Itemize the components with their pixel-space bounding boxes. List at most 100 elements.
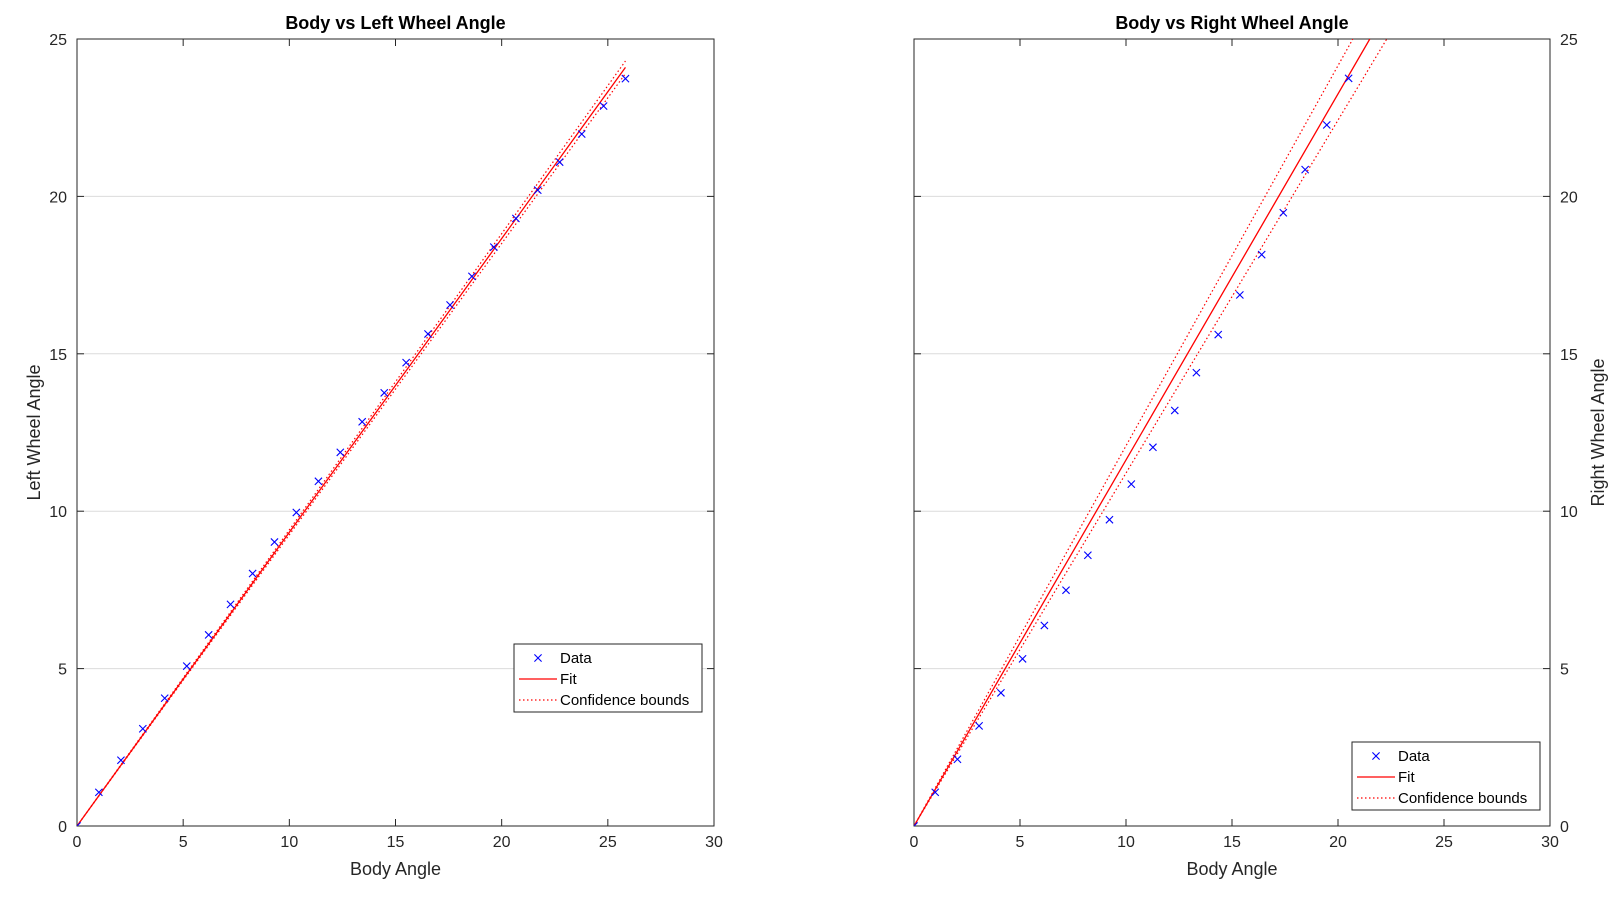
legend-box bbox=[513, 643, 703, 713]
data-point bbox=[555, 158, 564, 167]
x-tick-label: 10 bbox=[1117, 834, 1135, 851]
legend-label: Confidence bounds bbox=[560, 692, 689, 709]
data-point bbox=[1018, 654, 1027, 663]
data-point bbox=[358, 417, 367, 426]
data-point bbox=[380, 388, 389, 397]
data-point bbox=[116, 756, 125, 765]
data-point bbox=[931, 788, 940, 797]
legend-data-marker bbox=[1372, 752, 1380, 760]
chart-title: Body vs Left Wheel Angle bbox=[285, 13, 505, 33]
data-point-stroke bbox=[467, 272, 476, 281]
data-point bbox=[204, 630, 213, 639]
data-point-stroke bbox=[1105, 515, 1114, 524]
data-point-stroke bbox=[1279, 208, 1288, 217]
x-tick-label: 5 bbox=[179, 834, 188, 851]
data-point-stroke bbox=[270, 538, 279, 547]
x-tick-label: 0 bbox=[910, 834, 919, 851]
x-tick-label: 0 bbox=[73, 834, 82, 851]
plot-content bbox=[914, 39, 1388, 826]
axes-box bbox=[76, 38, 715, 827]
data-point-stroke bbox=[555, 158, 564, 167]
legend-data-marker bbox=[534, 654, 542, 662]
data-point-stroke bbox=[116, 756, 125, 765]
data-point-stroke bbox=[204, 630, 213, 639]
data-point bbox=[599, 102, 608, 111]
data-point-stroke bbox=[1170, 406, 1179, 415]
data-point bbox=[511, 214, 520, 223]
data-point-stroke bbox=[1235, 290, 1244, 299]
data-point-stroke bbox=[489, 243, 498, 252]
data-point-stroke bbox=[1322, 120, 1331, 129]
data-point-stroke bbox=[402, 358, 411, 367]
data-point-stroke bbox=[511, 214, 520, 223]
y-tick-label: 5 bbox=[1560, 662, 1569, 679]
y-tick-label: 20 bbox=[1560, 189, 1578, 206]
data-point-stroke bbox=[292, 508, 301, 517]
data-point-stroke bbox=[1040, 621, 1049, 630]
data-point bbox=[1192, 368, 1201, 377]
data-point bbox=[489, 243, 498, 252]
y-tick-label: 20 bbox=[49, 189, 67, 206]
y-tick-label: 10 bbox=[1560, 504, 1578, 521]
y-tick-label: 0 bbox=[1560, 819, 1569, 836]
data-point-stroke bbox=[94, 788, 103, 797]
data-point-stroke bbox=[160, 694, 169, 703]
data-point-stroke bbox=[1148, 443, 1157, 452]
data-point-stroke bbox=[358, 417, 367, 426]
data-point-stroke bbox=[599, 102, 608, 111]
data-point bbox=[1148, 443, 1157, 452]
legend-label: Data bbox=[1398, 748, 1430, 765]
data-point bbox=[1344, 74, 1353, 83]
x-tick-label: 20 bbox=[493, 834, 511, 851]
plot-area bbox=[914, 39, 1550, 826]
data-point bbox=[1083, 551, 1092, 560]
data-point bbox=[1301, 165, 1310, 174]
data-point-stroke bbox=[423, 329, 432, 338]
legend-label: Fit bbox=[1398, 769, 1415, 786]
data-point bbox=[1127, 480, 1136, 489]
legend-box bbox=[1351, 741, 1541, 811]
data-point-stroke bbox=[77, 822, 81, 826]
data-point-stroke bbox=[226, 600, 235, 609]
data-point bbox=[1214, 330, 1223, 339]
x-tick-label: 10 bbox=[280, 834, 298, 851]
data-point-stroke bbox=[380, 388, 389, 397]
legend-label: Confidence bounds bbox=[1398, 790, 1527, 807]
data-point bbox=[77, 822, 81, 826]
x-axis-label: Body Angle bbox=[1186, 859, 1277, 879]
fit-line bbox=[77, 66, 626, 826]
x-axis-label: Body Angle bbox=[350, 859, 441, 879]
x-tick-label: 5 bbox=[1016, 834, 1025, 851]
data-point bbox=[914, 822, 918, 826]
data-point bbox=[533, 186, 542, 195]
data-point bbox=[226, 600, 235, 609]
data-point bbox=[621, 74, 630, 83]
x-tick-label: 25 bbox=[599, 834, 617, 851]
upper-confidence-bound bbox=[77, 60, 626, 826]
chart-title: Body vs Right Wheel Angle bbox=[1115, 13, 1348, 33]
data-point bbox=[182, 662, 191, 671]
lower-confidence-bound bbox=[914, 39, 1388, 826]
y-tick-label: 15 bbox=[49, 347, 67, 364]
data-point-stroke bbox=[533, 186, 542, 195]
data-point-stroke bbox=[975, 721, 984, 730]
data-point bbox=[138, 724, 147, 733]
data-point bbox=[1257, 250, 1266, 259]
legend-label: Data bbox=[560, 650, 592, 667]
x-tick-label: 20 bbox=[1329, 834, 1347, 851]
data-point-stroke bbox=[1301, 165, 1310, 174]
y-tick-label: 15 bbox=[1560, 347, 1578, 364]
data-point bbox=[1279, 208, 1288, 217]
x-tick-label: 30 bbox=[705, 834, 723, 851]
data-point bbox=[1170, 406, 1179, 415]
y-tick-label: 0 bbox=[58, 819, 67, 836]
data-point-stroke bbox=[953, 755, 962, 764]
chart-left-wheel: 0 5 10 15 20 25 30 0 5 10 15 20 25 Body vs Left Wheel… bbox=[24, 13, 723, 879]
plot-content bbox=[77, 60, 630, 826]
data-point bbox=[467, 272, 476, 281]
data-point-stroke bbox=[1062, 586, 1070, 595]
y-tick-label: 10 bbox=[49, 504, 67, 521]
legend: Data Fit Confidence bounds bbox=[1351, 741, 1541, 811]
